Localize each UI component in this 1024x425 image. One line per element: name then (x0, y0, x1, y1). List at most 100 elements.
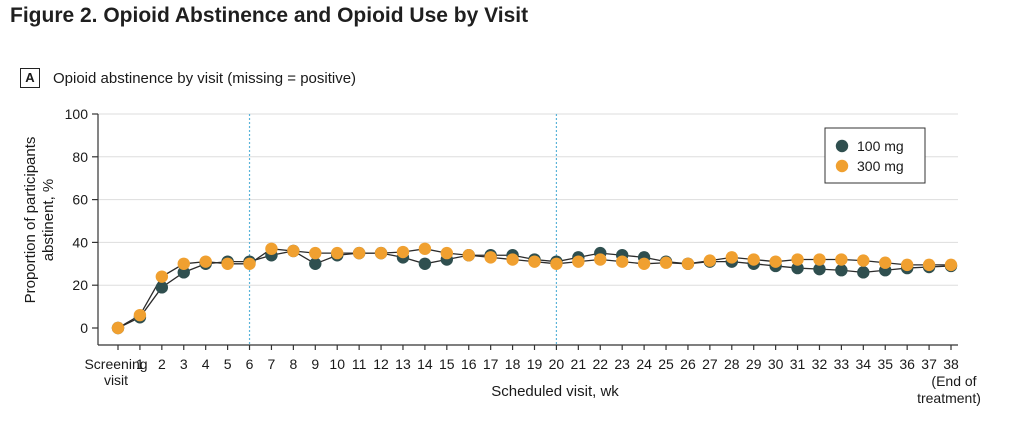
x-tick-label: 35 (877, 356, 893, 372)
x-tick-label: 32 (812, 356, 828, 372)
data-point (857, 254, 870, 267)
x-tick-label: 17 (483, 356, 499, 372)
y-tick-label: 100 (65, 106, 89, 122)
data-point (506, 253, 519, 266)
x-tick-label: 19 (527, 356, 543, 372)
data-point (440, 246, 454, 260)
x-tick-label: 14 (417, 356, 433, 372)
data-point (659, 256, 673, 269)
data-point (857, 266, 870, 279)
x-tick-label: 20 (549, 356, 565, 372)
data-point (155, 281, 169, 294)
y-tick-label: 20 (72, 277, 88, 293)
x-tick-label: 1 (136, 356, 144, 372)
x-tick-label: 29 (746, 356, 762, 372)
data-point (155, 270, 169, 283)
x-tick-label: 21 (571, 356, 587, 372)
x-tick-label: 34 (856, 356, 872, 372)
x-tick-label: 38 (943, 356, 959, 372)
legend-marker (835, 159, 849, 173)
data-point (309, 257, 322, 270)
x-tick-label: 8 (289, 356, 297, 372)
x-tick-label: 11 (352, 356, 367, 372)
legend-label: 300 mg (857, 158, 904, 174)
data-point (287, 244, 300, 258)
x-tick-label: 22 (592, 356, 608, 372)
y-tick-label: 60 (72, 192, 88, 208)
x-tick-label: 31 (790, 356, 806, 372)
reference-lines (248, 114, 558, 345)
x-tick-label: 33 (834, 356, 850, 372)
data-point (637, 257, 651, 270)
data-point (900, 258, 914, 272)
y-tick-label: 80 (72, 149, 88, 165)
x-tick-label: 16 (461, 356, 477, 372)
data-point (221, 257, 234, 270)
data-point (615, 255, 629, 268)
x-tick-label: 24 (636, 356, 652, 372)
data-point (879, 256, 892, 269)
data-series (111, 242, 958, 335)
data-point (352, 246, 366, 260)
data-point (550, 257, 563, 270)
figure-title: Figure 2. Opioid Abstinence and Opioid U… (10, 4, 529, 27)
x-tick-label: 15 (439, 356, 455, 372)
data-point (418, 257, 432, 270)
legend: 100 mg 300 mg (824, 127, 926, 184)
data-point (199, 255, 212, 268)
x-tick-label: 18 (505, 356, 521, 372)
data-point (747, 253, 760, 266)
x-tick-label: 3 (180, 356, 188, 372)
x-tick-label: 36 (899, 356, 915, 372)
data-point (484, 251, 497, 264)
y-tick-labels: 0 20 40 60 80 100 (65, 106, 89, 336)
x-tick-label: 10 (329, 356, 345, 372)
x-tick-note: (End of treatment) (917, 373, 981, 406)
x-axis-label: Scheduled visit, wk (491, 383, 619, 400)
panel-label: A (20, 68, 40, 88)
data-point (594, 253, 607, 266)
data-point (791, 253, 804, 266)
panel-title: Opioid abstinence by visit (missing = po… (53, 70, 357, 87)
y-tick-label: 40 (72, 234, 88, 250)
legend-marker (835, 139, 849, 153)
data-point (835, 264, 848, 277)
data-point (813, 262, 826, 276)
data-point (396, 245, 410, 259)
data-point (177, 266, 190, 279)
x-tick-label: 13 (395, 356, 411, 372)
x-tick-label: 26 (680, 356, 696, 372)
x-tick-label: Screening visit (84, 356, 147, 388)
data-point (835, 253, 848, 266)
legend-box (824, 127, 926, 184)
grid-lines (98, 113, 958, 286)
data-point (813, 253, 826, 266)
x-tick-label: 28 (724, 356, 740, 372)
x-tick-label: 2 (158, 356, 166, 372)
x-tick-label: 5 (224, 356, 232, 372)
x-tick-label: 4 (202, 356, 210, 372)
x-tick-label: 30 (768, 356, 784, 372)
data-point (681, 257, 695, 270)
x-tick-label: 23 (614, 356, 630, 372)
data-point (418, 242, 432, 256)
x-tick-label: 37 (921, 356, 937, 372)
data-point (177, 257, 190, 270)
data-point (944, 258, 958, 272)
x-tick-label: 25 (658, 356, 674, 372)
data-point (374, 246, 388, 260)
axes (92, 113, 958, 350)
x-tick-label: 6 (246, 356, 254, 372)
data-point (111, 321, 125, 335)
x-tick-label: 7 (268, 356, 276, 372)
x-tick-label: 9 (311, 356, 319, 372)
data-point (243, 257, 256, 270)
y-tick-label: 0 (80, 320, 88, 336)
data-point (922, 258, 936, 272)
x-tick-label: 27 (702, 356, 718, 372)
data-point (331, 246, 344, 260)
data-point (528, 255, 541, 268)
data-point (769, 255, 782, 268)
